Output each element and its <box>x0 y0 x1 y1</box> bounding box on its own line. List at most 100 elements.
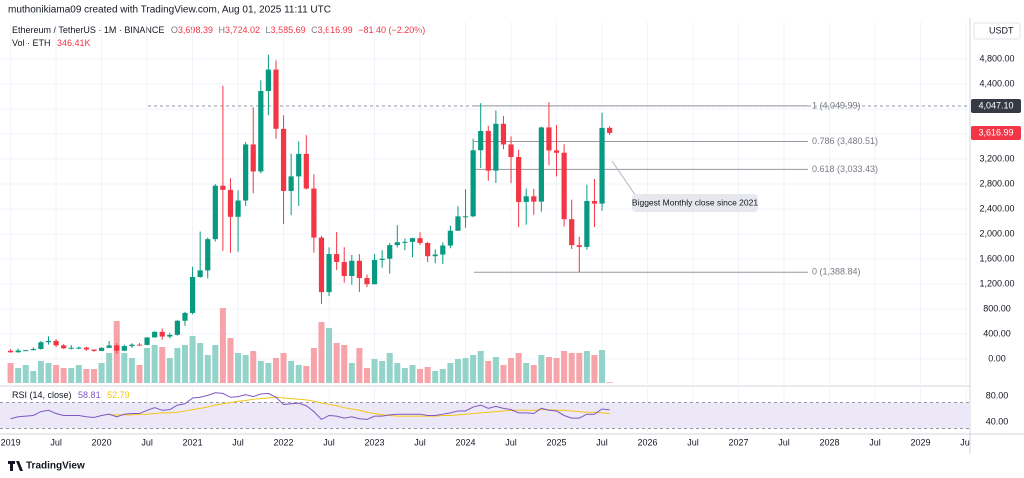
volume-bar <box>295 365 302 383</box>
volume-bar <box>159 347 166 383</box>
candle-body <box>167 334 173 337</box>
candle-body <box>303 153 309 189</box>
candle-body <box>189 277 196 313</box>
ohlc-letter: O <box>171 25 178 35</box>
candle-body <box>61 345 67 349</box>
candle-body <box>553 150 560 153</box>
annotation-box[interactable] <box>632 194 758 212</box>
volume-bar <box>576 353 583 383</box>
x-tick-label: Jul <box>687 437 699 447</box>
x-tick-label: 2029 <box>910 437 930 447</box>
candle-body <box>576 245 582 247</box>
rsi-value: 58.81 <box>78 390 101 400</box>
candle-body <box>15 350 21 353</box>
volume-bar <box>326 328 333 383</box>
brand-logo <box>8 461 23 471</box>
x-tick-label: 2021 <box>183 437 203 447</box>
volume-bar <box>121 353 128 383</box>
volume-bar <box>371 359 378 383</box>
candle-body <box>53 340 59 346</box>
x-tick-label: Jul <box>141 437 153 447</box>
annotation: Biggest Monthly close since 2021 <box>632 197 758 207</box>
fib-label: 0 (1,388.84) <box>812 267 861 277</box>
candle-body <box>379 258 385 260</box>
symbol-line: Ethereum / TetherUS · 1M · BINANCE O3,69… <box>12 25 425 35</box>
price-axis: 4,800.004,400.004,000.003,600.003,200.00… <box>971 53 1021 426</box>
volume-bar <box>545 357 552 383</box>
volume-bar <box>318 322 325 383</box>
candle-body <box>493 123 499 171</box>
volume-bar <box>166 358 173 383</box>
time-axis: 2019 Jul 2020 Jul 2021 Jul 2022 Jul 2023 Jul 2024 J… <box>1 437 970 447</box>
volume-bar <box>272 358 279 383</box>
candle-body <box>7 350 14 353</box>
volume-bar <box>310 348 317 383</box>
candle-body <box>250 144 256 172</box>
candle-body <box>76 347 82 349</box>
candle-body <box>478 131 484 151</box>
rsi-line <box>10 392 610 421</box>
volume-bar <box>599 350 606 383</box>
candle-body <box>591 201 598 204</box>
y-tick-label: 800.00 <box>983 303 1011 313</box>
volume-bar <box>75 365 82 383</box>
volume-bar <box>515 353 522 383</box>
volume-bar <box>257 361 264 383</box>
volume-bar <box>151 345 158 383</box>
fib-label: 0.786 (3,480.51) <box>812 136 878 146</box>
candle-body <box>38 342 44 349</box>
volume-layer <box>7 308 613 383</box>
volume-bar <box>181 345 188 383</box>
ohlc-value: 3,585.69 <box>271 25 306 35</box>
candle-body <box>280 128 287 191</box>
candle-body <box>68 347 74 349</box>
rsi-legend: RSI (14, close) 58.81 52.79 <box>12 390 130 400</box>
volume-bar <box>447 363 454 383</box>
overlay-layer: 1 (4,049.99) 0.786 (3,480.51) 0.618 (3,033… <box>148 100 970 277</box>
author-line: muthonikiama09 created with TradingView.… <box>8 5 331 16</box>
volume-bar <box>212 345 219 383</box>
x-tick-label: 2022 <box>274 437 294 447</box>
currency-box[interactable] <box>973 22 1021 40</box>
volume-bar <box>591 355 598 383</box>
volume-bar <box>356 348 363 383</box>
volume-bar <box>523 363 530 383</box>
candle-body <box>106 345 112 348</box>
volume-bar <box>22 365 29 383</box>
candle-body <box>144 337 150 345</box>
candle-body <box>318 237 325 293</box>
volume-value: 346.41K <box>57 38 91 48</box>
y-tick-label: 4,400.00 <box>979 78 1014 88</box>
volume-bar <box>538 355 545 383</box>
volume-bar <box>83 369 90 383</box>
candle-body <box>432 254 438 257</box>
volume-bar <box>583 351 590 383</box>
volume-bar <box>280 353 287 383</box>
volume-bar <box>394 363 401 383</box>
volume-bar <box>568 353 575 383</box>
rsi-layer <box>0 392 970 429</box>
candle-body <box>23 350 29 352</box>
x-tick-label: Jul <box>505 437 517 447</box>
x-tick-label: 2020 <box>92 437 112 447</box>
candle-body <box>45 340 52 343</box>
volume-bar <box>508 358 515 383</box>
x-tick-label: Jul <box>414 437 426 447</box>
candle-body <box>114 345 120 351</box>
volume-bar <box>485 361 492 383</box>
volume-bar <box>348 363 355 383</box>
rsi-ma-value: 52.79 <box>107 390 130 400</box>
candle-body <box>425 243 431 257</box>
fib-label: 1 (4,049.99) <box>812 100 861 110</box>
candle-body <box>243 144 249 201</box>
y-tick-label: 1,200.00 <box>979 278 1014 288</box>
candle-body <box>83 347 90 350</box>
volume-bar <box>363 368 370 383</box>
ohlc-value: 3,698.39 <box>178 25 213 35</box>
volume-bar <box>424 367 431 383</box>
candle-body <box>561 152 567 220</box>
candle-body <box>349 260 355 276</box>
volume-bar <box>7 363 14 383</box>
